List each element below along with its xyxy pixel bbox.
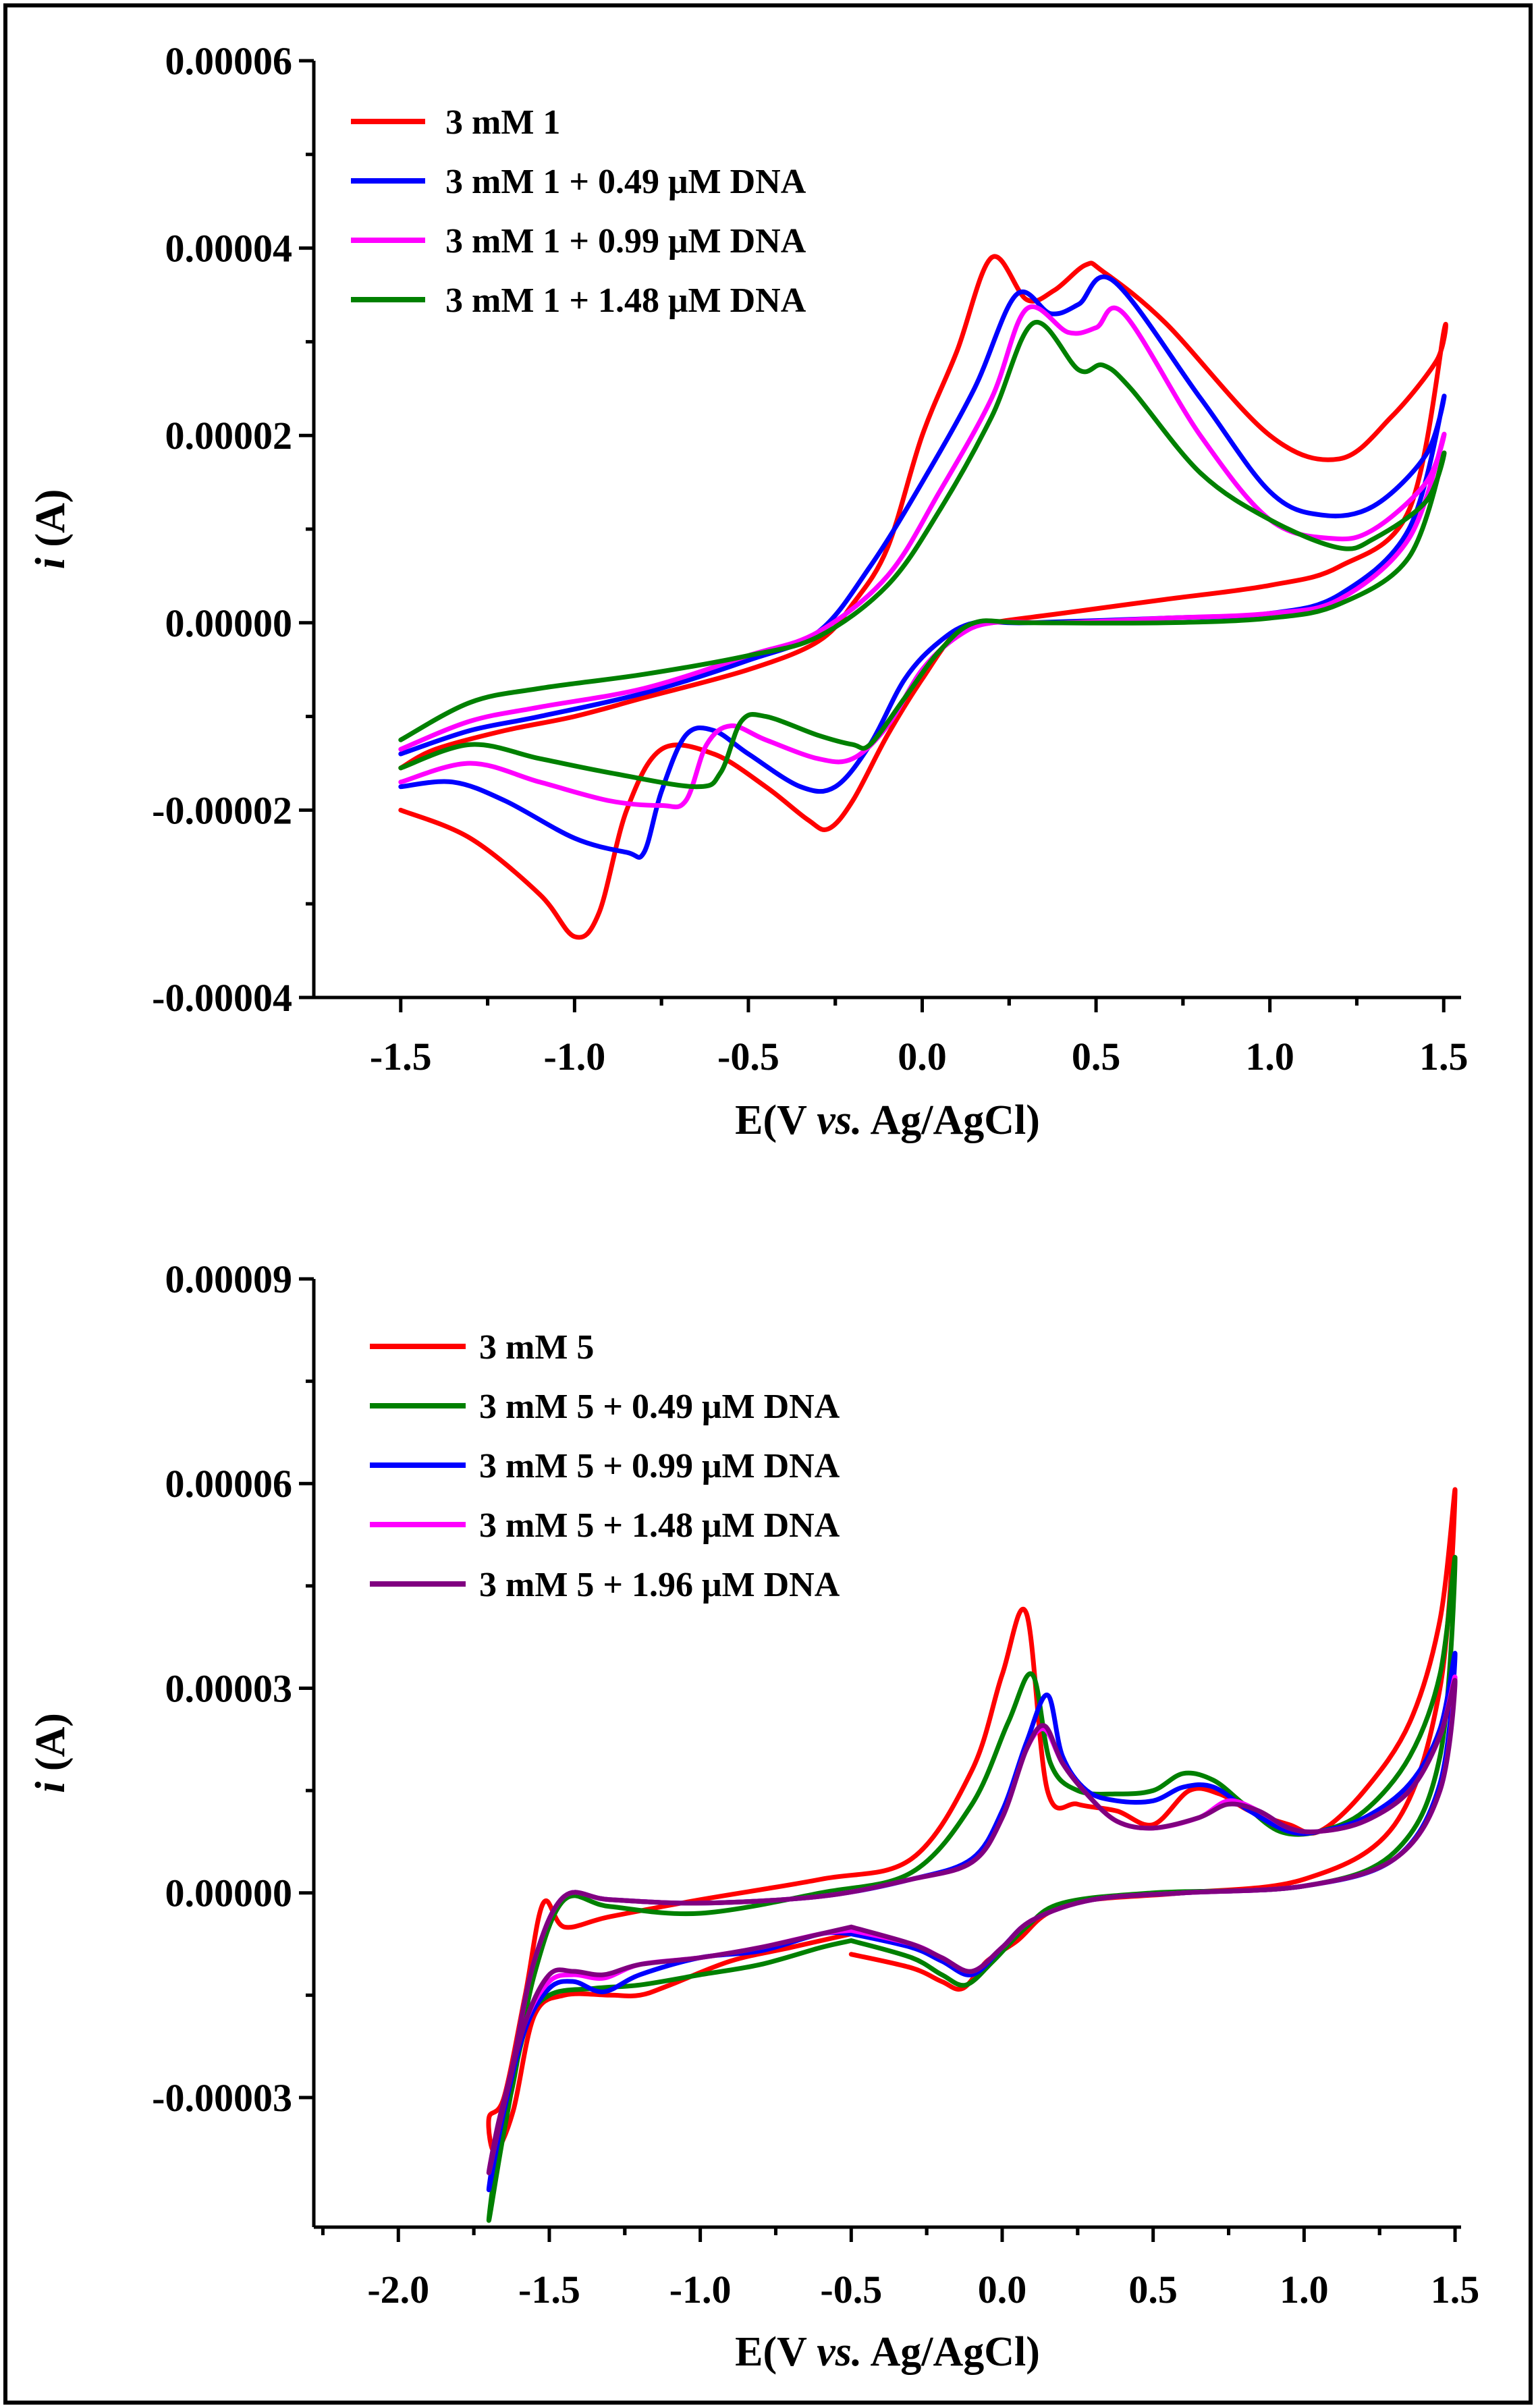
y-axis-title-italic: i xyxy=(28,557,74,569)
legend-label: 3 mM 5 + 0.99 μM DNA xyxy=(479,1447,840,1485)
x-tick-label: -1.0 xyxy=(543,1035,605,1078)
y-tick-label: 0.00004 xyxy=(165,227,293,271)
legend-label: 3 mM 1 + 0.49 μM DNA xyxy=(445,163,806,201)
x-tick-label: 1.0 xyxy=(1245,1035,1294,1078)
legend-label: 3 mM 1 xyxy=(445,103,560,142)
x-axis-title-italic: vs. xyxy=(817,2329,862,2375)
series-line xyxy=(486,1678,1458,2175)
y-tick-label: 0.00003 xyxy=(165,1666,293,1710)
legend-label: 3 mM 5 + 1.48 μM DNA xyxy=(479,1506,840,1545)
series-line xyxy=(398,274,1447,860)
y-axis-title: i (A) xyxy=(28,1713,74,1793)
legend-label: 3 mM 5 + 0.49 μM DNA xyxy=(479,1388,840,1426)
figure-border xyxy=(3,3,1533,2405)
x-axis-title-part: E(V xyxy=(735,1097,817,1143)
y-axis-title-part: (A) xyxy=(28,489,74,558)
x-axis-title-italic: vs. xyxy=(817,1097,862,1143)
x-tick-label: 1.5 xyxy=(1431,2268,1480,2311)
x-tick-label: 0.0 xyxy=(978,2268,1027,2311)
y-axis-title-part: (A) xyxy=(28,1713,74,1782)
legend-label: 3 mM 5 xyxy=(479,1328,594,1367)
x-tick-label: 1.5 xyxy=(1419,1035,1469,1078)
x-tick-label: -1.5 xyxy=(370,1035,432,1078)
y-tick-label: 0.00002 xyxy=(165,414,293,458)
series-line xyxy=(398,304,1447,810)
chart-bottom: -0.00003 0.00000 0.00003 0.00006 0.00009 -2.0… xyxy=(28,1257,1479,2375)
x-tick-label: -1.5 xyxy=(518,2268,580,2311)
x-tick-label: -0.5 xyxy=(820,2268,882,2311)
x-axis-title-part: E(V xyxy=(735,2329,817,2375)
y-axis-title: i (A) xyxy=(28,489,74,570)
legend-label: 3 mM 5 + 1.96 μM DNA xyxy=(479,1566,840,1604)
y-tick-label: -0.00003 xyxy=(152,2076,292,2120)
x-tick-label: -0.5 xyxy=(717,1035,779,1078)
x-tick-label: -2.0 xyxy=(367,2268,429,2311)
y-tick-label: 0.00000 xyxy=(165,1871,293,1915)
chart-top: -0.00004 -0.00002 0.00000 0.00002 0.00004 0.0… xyxy=(28,39,1468,1143)
x-tick-label: 0.5 xyxy=(1128,2268,1178,2311)
y-tick-label: -0.00004 xyxy=(152,976,292,1020)
x-tick-label: 0.0 xyxy=(898,1035,947,1078)
y-tick-label: 0.00006 xyxy=(165,1462,293,1506)
y-axis-title-italic: i xyxy=(28,1782,74,1793)
x-axis-title-part: Ag/AgCl) xyxy=(862,1097,1040,1143)
legend-label: 3 mM 1 + 0.99 μM DNA xyxy=(445,222,806,261)
y-tick-label: -0.00002 xyxy=(152,788,292,832)
y-tick-label: 0.00000 xyxy=(165,601,293,645)
series-line xyxy=(398,319,1447,790)
x-tick-label: 0.5 xyxy=(1072,1035,1121,1078)
y-tick-label: 0.00006 xyxy=(165,39,293,83)
x-axis-title: E(V vs. Ag/AgCl) xyxy=(735,1097,1040,1143)
x-tick-label: 1.0 xyxy=(1280,2268,1329,2311)
legend-label: 3 mM 1 + 1.48 μM DNA xyxy=(445,281,806,320)
y-tick-label: 0.00009 xyxy=(165,1257,293,1301)
x-tick-label: -1.0 xyxy=(669,2268,732,2311)
x-axis-title-part: Ag/AgCl) xyxy=(862,2329,1040,2375)
x-axis-title: E(V vs. Ag/AgCl) xyxy=(735,2329,1040,2375)
series-line xyxy=(398,254,1448,940)
